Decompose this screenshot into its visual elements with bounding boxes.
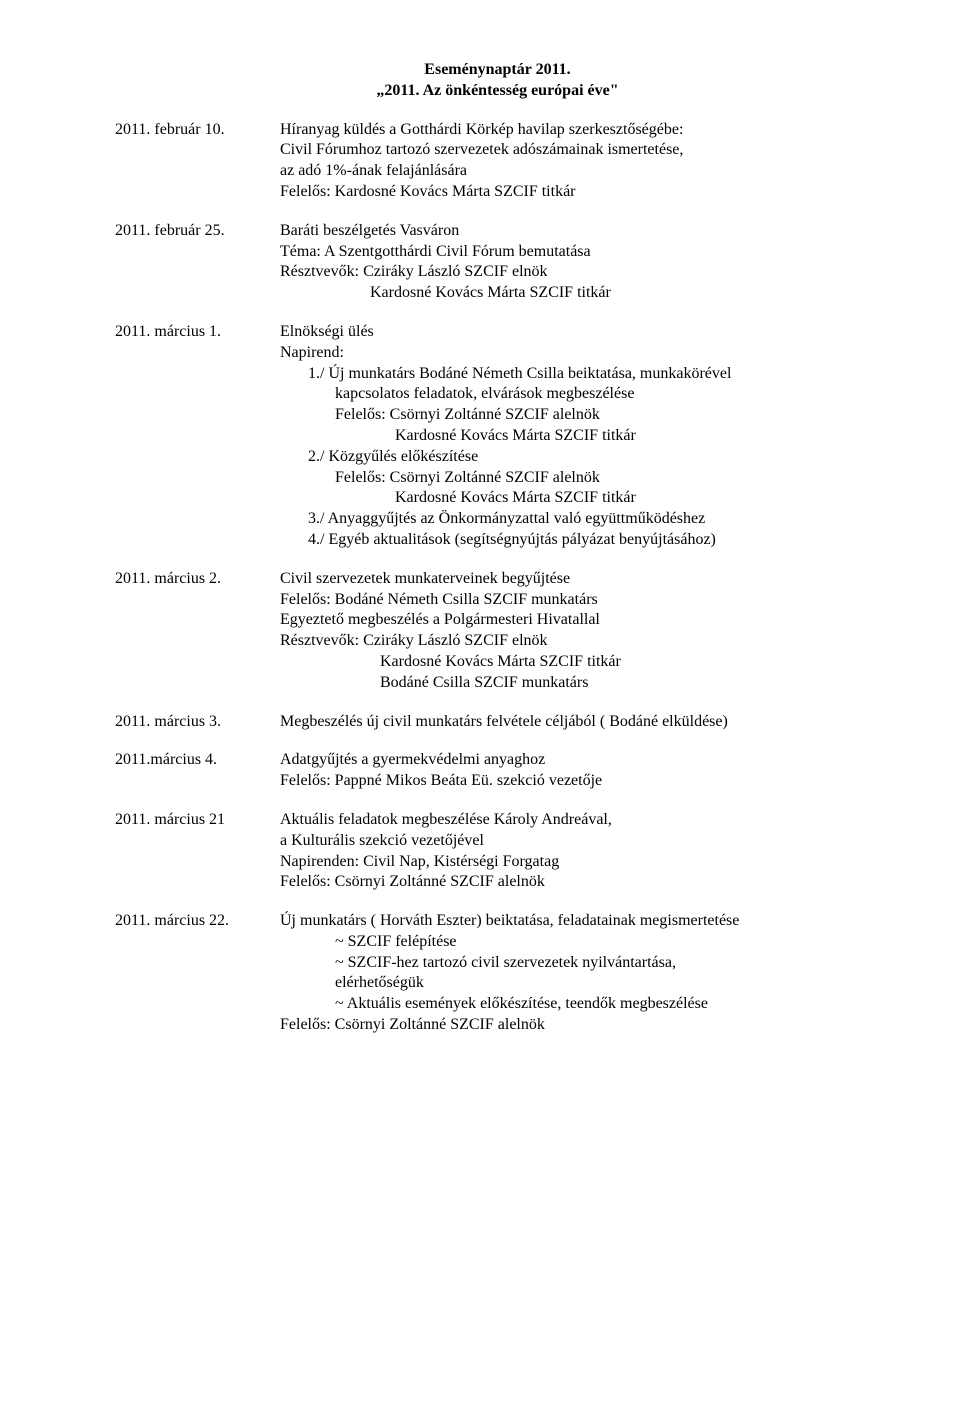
- body-line: elérhetőségük: [280, 973, 880, 994]
- calendar-entry: 2011. március 1. Elnökségi ülés Napirend…: [115, 322, 880, 551]
- entry-date: 2011. március 21: [115, 810, 280, 831]
- body-line: ~ SZCIF felépítése: [280, 932, 880, 953]
- body-line: Civil Fórumhoz tartozó szervezetek adósz…: [280, 140, 880, 161]
- body-line: Felelős: Csörnyi Zoltánné SZCIF alelnök: [280, 872, 880, 893]
- body-line: kapcsolatos feladatok, elvárások megbesz…: [280, 384, 880, 405]
- body-line: 1./ Új munkatárs Bodáné Németh Csilla be…: [280, 364, 880, 385]
- body-line: Egyeztető megbeszélés a Polgármesteri Hi…: [280, 610, 880, 631]
- body-line: Megbeszélés új civil munkatárs felvétele…: [280, 712, 880, 733]
- body-line: Felelős: Pappné Mikos Beáta Eü. szekció …: [280, 771, 880, 792]
- entry-date: 2011. február 25.: [115, 221, 280, 242]
- calendar-entry: 2011. március 21 Aktuális feladatok megb…: [115, 810, 880, 893]
- entry-date: 2011. február 10.: [115, 120, 280, 141]
- entry-body: Megbeszélés új civil munkatárs felvétele…: [280, 712, 880, 733]
- body-line: ~ Aktuális események előkészítése, teend…: [280, 994, 880, 1015]
- body-line: Napirend:: [280, 343, 880, 364]
- calendar-entry: 2011. március 3. Megbeszélés új civil mu…: [115, 712, 880, 733]
- body-line: Kardosné Kovács Márta SZCIF titkár: [280, 283, 880, 304]
- entry-date: 2011.március 4.: [115, 750, 280, 771]
- body-line: ~ SZCIF-hez tartozó civil szervezetek ny…: [280, 953, 880, 974]
- entry-body: Adatgyűjtés a gyermekvédelmi anyaghoz Fe…: [280, 750, 880, 792]
- body-line: Civil szervezetek munkaterveinek begyűjt…: [280, 569, 880, 590]
- calendar-entry: 2011. február 10. Híranyag küldés a Gott…: [115, 120, 880, 203]
- body-line: Felelős: Kardosné Kovács Márta SZCIF tit…: [280, 182, 880, 203]
- body-line: a Kulturális szekció vezetőjével: [280, 831, 880, 852]
- entry-body: Civil szervezetek munkaterveinek begyűjt…: [280, 569, 880, 694]
- body-line: Felelős: Bodáné Németh Csilla SZCIF munk…: [280, 590, 880, 611]
- entry-body: Aktuális feladatok megbeszélése Károly A…: [280, 810, 880, 893]
- body-line: Baráti beszélgetés Vasváron: [280, 221, 880, 242]
- body-line: Téma: A Szentgotthárdi Civil Fórum bemut…: [280, 242, 880, 263]
- body-line: Elnökségi ülés: [280, 322, 880, 343]
- body-line: Résztvevők: Cziráky László SZCIF elnök: [280, 262, 880, 283]
- body-line: 2./ Közgyűlés előkészítése: [280, 447, 880, 468]
- entry-date: 2011. március 1.: [115, 322, 280, 343]
- body-line: Felelős: Csörnyi Zoltánné SZCIF alelnök: [280, 405, 880, 426]
- body-line: 3./ Anyaggyűjtés az Önkormányzattal való…: [280, 509, 880, 530]
- entry-date: 2011. március 3.: [115, 712, 280, 733]
- body-line: Aktuális feladatok megbeszélése Károly A…: [280, 810, 880, 831]
- calendar-entry: 2011. március 22. Új munkatárs ( Horváth…: [115, 911, 880, 1036]
- entry-body: Új munkatárs ( Horváth Eszter) beiktatás…: [280, 911, 880, 1036]
- body-line: Felelős: Csörnyi Zoltánné SZCIF alelnök: [280, 468, 880, 489]
- entry-body: Híranyag küldés a Gotthárdi Körkép havil…: [280, 120, 880, 203]
- calendar-entry: 2011. február 25. Baráti beszélgetés Vas…: [115, 221, 880, 304]
- entry-date: 2011. március 2.: [115, 569, 280, 590]
- body-line: Kardosné Kovács Márta SZCIF titkár: [280, 488, 880, 509]
- title-line-1: Eseménynaptár 2011.: [115, 60, 880, 81]
- body-line: Híranyag küldés a Gotthárdi Körkép havil…: [280, 120, 880, 141]
- entry-body: Baráti beszélgetés Vasváron Téma: A Szen…: [280, 221, 880, 304]
- title-line-2: „2011. Az önkéntesség európai éve": [115, 81, 880, 102]
- entry-date: 2011. március 22.: [115, 911, 280, 932]
- calendar-entry: 2011. március 2. Civil szervezetek munka…: [115, 569, 880, 694]
- calendar-entry: 2011.március 4. Adatgyűjtés a gyermekvéd…: [115, 750, 880, 792]
- body-line: Felelős: Csörnyi Zoltánné SZCIF alelnök: [280, 1015, 880, 1036]
- body-line: Új munkatárs ( Horváth Eszter) beiktatás…: [280, 911, 880, 932]
- body-line: Adatgyűjtés a gyermekvédelmi anyaghoz: [280, 750, 880, 771]
- document-title: Eseménynaptár 2011. „2011. Az önkéntessé…: [115, 60, 880, 102]
- body-line: Kardosné Kovács Márta SZCIF titkár: [280, 426, 880, 447]
- body-line: Kardosné Kovács Márta SZCIF titkár: [280, 652, 880, 673]
- body-line: 4./ Egyéb aktualitások (segítségnyújtás …: [280, 530, 880, 551]
- entry-body: Elnökségi ülés Napirend: 1./ Új munkatár…: [280, 322, 880, 551]
- body-line: Résztvevők: Cziráky László SZCIF elnök: [280, 631, 880, 652]
- body-line: Napirenden: Civil Nap, Kistérségi Forgat…: [280, 852, 880, 873]
- body-line: Bodáné Csilla SZCIF munkatárs: [280, 673, 880, 694]
- body-line: az adó 1%-ának felajánlására: [280, 161, 880, 182]
